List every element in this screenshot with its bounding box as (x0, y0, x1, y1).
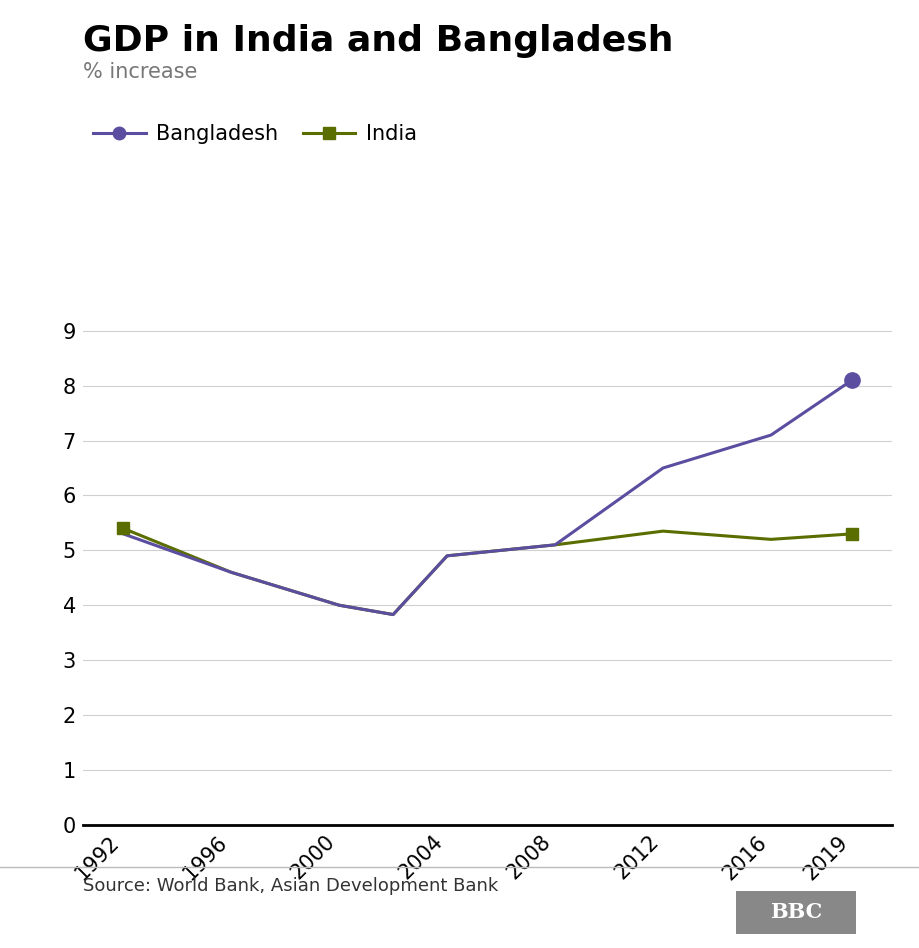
Text: % increase: % increase (83, 62, 197, 82)
Text: BBC: BBC (769, 902, 821, 922)
Legend: Bangladesh, India: Bangladesh, India (85, 116, 425, 153)
Text: GDP in India and Bangladesh: GDP in India and Bangladesh (83, 24, 673, 58)
Text: Source: World Bank, Asian Development Bank: Source: World Bank, Asian Development Ba… (83, 877, 497, 895)
